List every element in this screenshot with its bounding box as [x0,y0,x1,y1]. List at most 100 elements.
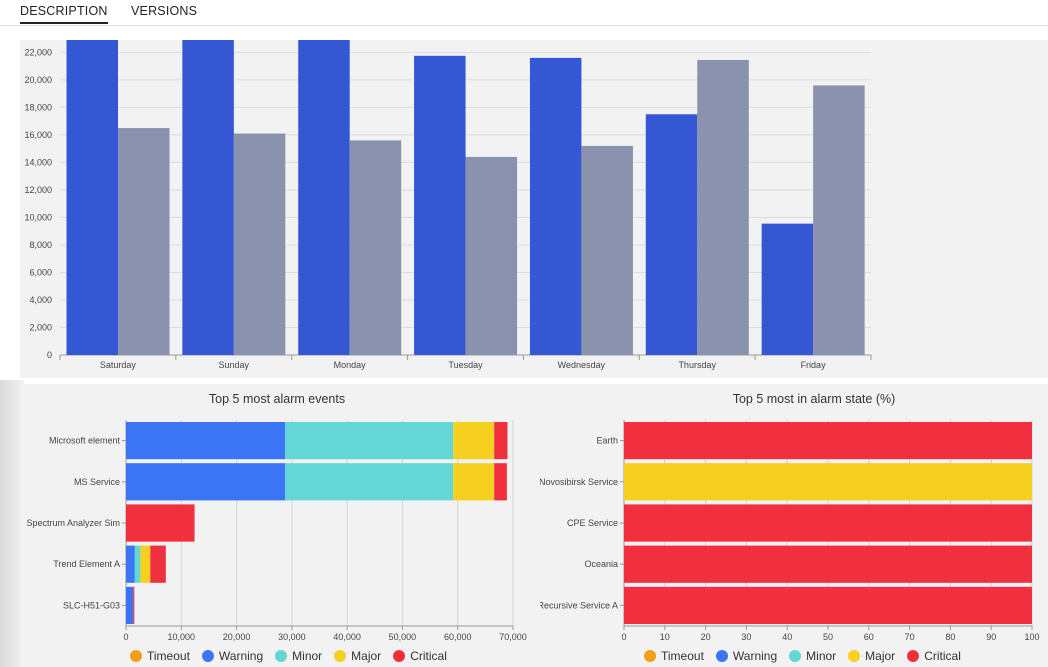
y-tick-label: 18,000 [24,102,52,112]
bar-segment-warning [126,545,135,583]
bar-segment-critical [133,586,135,624]
bar-segment-minor [134,545,141,583]
bar-segment-warning [126,463,286,501]
y-tick-label: Earth [596,436,618,446]
y-tick-label: Oceania [584,559,618,569]
bar-segment-critical [494,463,507,501]
legend-label: Major [351,649,382,663]
legend-label: Critical [924,649,961,663]
x-tick-label: 90 [986,632,996,642]
bar-segment-critical [624,586,1032,624]
y-tick-label: 0 [47,350,52,360]
legend-item-major[interactable]: Major [848,649,895,663]
x-tick-label: Friday [801,360,827,370]
alarm-charts-panel: Top 5 most alarm events 0 10,000 20,000 30,0… [20,384,1048,667]
bar-friday-s0 [761,223,814,355]
x-tick-label: 40,000 [333,632,361,642]
legend-label: Minor [806,649,837,663]
tab-description[interactable]: DESCRIPTION [20,4,108,24]
x-tick-label: 60,000 [444,632,472,642]
bar-monday-s0 [298,40,350,355]
x-tick-label: 10 [660,632,670,642]
x-tick-label: 0 [123,632,128,642]
legend-swatch [715,650,728,662]
legend-item-minor[interactable]: Minor [275,649,322,663]
bar-tuesday-s1 [465,156,518,355]
tab-bar: DESCRIPTION VERSIONS [0,0,1048,26]
bar-wednesday-s1 [581,145,633,355]
legend-label: Timeout [147,649,190,663]
chart-title: Top 5 most alarm events [209,392,345,406]
weekly-chart-panel: 0 2,000 4,000 6,000 8,000 10,000 12,000 14,000 1… [20,40,1048,378]
x-tick-label: 40 [782,632,792,642]
x-tick-label: 50 [823,632,833,642]
legend-swatch [334,650,347,662]
legend-item-timeout[interactable]: Timeout [644,649,704,663]
legend-item-critical[interactable]: Critical [393,649,447,663]
bar-saturday-s0 [66,40,118,355]
x-tick-label: Wednesday [558,360,606,370]
y-tick-label: 6,000 [29,267,52,277]
bar-thursday-s1 [697,59,749,356]
bar-saturday-s1 [118,128,170,355]
x-tick-label: 80 [945,632,955,642]
x-tick-label: Tuesday [448,360,483,370]
y-tick-label: Microsoft element [49,436,121,446]
legend-label: Warning [218,649,264,663]
x-tick-label: 20 [701,632,711,642]
alarm-state-chart: Top 5 most in alarm state (%) 0 10 20 30 40 50… [540,392,1040,642]
y-tick-label: 4,000 [29,295,52,305]
y-tick-label: MS Service [74,477,120,487]
alarm-events-legend: Timeout Warning Minor Major Critical [130,649,447,663]
x-tick-label: 50,000 [389,632,417,642]
y-tick-label: Trend Element A [53,559,120,569]
y-tick-label: Recursive Service A [540,600,618,610]
x-tick-label: Monday [334,360,367,370]
legend-label: Minor [292,649,323,663]
y-tick-label: 22,000 [24,47,52,57]
alarm-events-chart: Top 5 most alarm events 0 10,000 20,000 30,0… [26,392,527,642]
legend-item-warning[interactable]: Warning [715,649,778,663]
x-tick-label: 70 [905,632,915,642]
bar-segment-critical [150,545,166,583]
legend-label: Timeout [661,649,704,663]
bar-friday-s1 [813,85,865,356]
bar-segment-critical [624,422,1032,460]
legend-item-timeout[interactable]: Timeout [130,649,190,663]
legend-swatch [275,650,288,662]
y-tick-label: 16,000 [24,130,52,140]
y-tick-label: 2,000 [29,322,52,332]
bar-segment-major [453,463,495,501]
legend-swatch [201,650,214,662]
chart-title: Top 5 most in alarm state (%) [733,392,896,406]
legend-swatch [393,650,406,662]
legend-item-critical[interactable]: Critical [907,649,961,663]
bar-sunday-s1 [233,133,286,355]
y-tick-label: 12,000 [24,185,52,195]
y-tick-label: 20,000 [24,75,52,85]
bar-segment-major [140,545,151,583]
bar-segment-major [453,422,495,460]
legend-label: Warning [732,649,778,663]
y-tick-label: SLC-H51-G03 [63,600,120,610]
bar-thursday-s0 [645,114,698,355]
x-tick-label: 20,000 [223,632,251,642]
x-tick-label: Sunday [219,360,250,370]
y-tick-label: 10,000 [24,212,52,222]
legend-label: Major [865,649,896,663]
bar-monday-s1 [349,140,402,355]
bar-tuesday-s0 [414,55,466,355]
tab-versions[interactable]: VERSIONS [131,4,198,18]
y-tick-label: Spectrum Analyzer Sim [26,518,120,528]
legend-swatch [907,650,920,662]
bar-segment-warning [126,586,134,624]
legend-item-minor[interactable]: Minor [789,649,836,663]
legend-swatch [848,650,861,662]
alarm-state-legend: Timeout Warning Minor Major Critical [644,649,961,663]
x-tick-label: 70,000 [499,632,527,642]
x-tick-label: Thursday [678,360,716,370]
legend-label: Critical [410,649,447,663]
legend-item-warning[interactable]: Warning [201,649,264,663]
legend-item-major[interactable]: Major [334,649,381,663]
x-tick-label: 100 [1024,632,1039,642]
